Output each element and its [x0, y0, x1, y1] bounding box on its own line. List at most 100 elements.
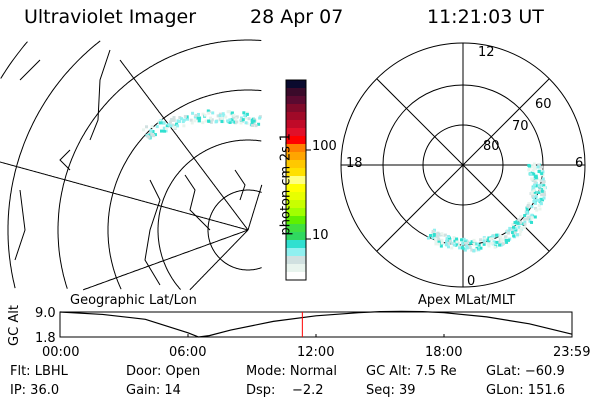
altitude-timeline — [59, 310, 573, 338]
emission-pixel — [221, 112, 225, 116]
emission-pixel — [531, 169, 535, 173]
emission-pixel — [540, 172, 544, 176]
seq-status: Seq: 39 — [366, 383, 416, 398]
emission-pixel — [472, 242, 476, 246]
emission-pixel — [230, 111, 234, 115]
emission-pixel — [461, 246, 465, 250]
emission-pixel — [442, 234, 446, 238]
emission-pixel — [252, 119, 256, 123]
emission-pixel — [533, 180, 537, 184]
emission-pixel — [516, 221, 520, 225]
filter-status: Flt: LBHL — [10, 364, 68, 379]
emission-pixel — [495, 233, 499, 237]
emission-pixel — [491, 234, 495, 238]
emission-pixel — [170, 117, 174, 121]
emission-pixel — [534, 167, 538, 171]
emission-pixel — [207, 119, 211, 123]
polar-panel-label: Apex MLat/MLT — [418, 293, 516, 308]
emission-pixel — [201, 112, 205, 116]
emission-pixel — [515, 233, 519, 237]
emission-pixel — [201, 121, 205, 125]
polar-plot — [340, 42, 586, 288]
colorbar-swatch — [286, 232, 306, 241]
xtick-6: 06:00 — [169, 345, 207, 360]
emission-pixel — [533, 190, 537, 194]
emission-pixel — [470, 240, 474, 244]
emission-pixel — [538, 188, 542, 192]
emission-pixel — [228, 118, 232, 122]
colorbar-swatch — [286, 120, 306, 129]
emission-pixel — [175, 122, 179, 126]
emission-pixel — [209, 116, 213, 120]
emission-pixel — [153, 133, 157, 137]
emission-pixel — [527, 215, 531, 219]
emission-pixel — [526, 217, 530, 221]
emission-pixel — [183, 114, 187, 118]
emission-pixel — [470, 248, 474, 252]
emission-pixel — [472, 238, 476, 242]
xtick-18: 18:00 — [425, 345, 463, 360]
altitude-line — [59, 310, 573, 338]
emission-pixel — [429, 234, 433, 238]
emission-pixel — [536, 184, 540, 188]
emission-pixel — [209, 120, 213, 124]
lat-label-70: 70 — [512, 119, 529, 134]
emission-pixel — [528, 219, 532, 223]
geographic-map — [0, 39, 263, 291]
emission-pixel — [447, 236, 451, 240]
emission-pixel — [464, 241, 468, 245]
emission-pixel — [469, 241, 473, 245]
colorbar-swatch — [286, 80, 306, 89]
mlt-label-0: 0 — [467, 274, 476, 289]
mode-status: Mode: Normal — [246, 364, 337, 379]
emission-pixel — [542, 184, 546, 188]
emission-pixel — [440, 241, 444, 245]
colorbar-swatch — [286, 256, 306, 265]
colorbar-swatch — [286, 96, 306, 105]
emission-pixel — [462, 237, 466, 241]
emission-pixel — [434, 234, 438, 238]
emission-pixel — [168, 120, 172, 124]
emission-pixel — [495, 240, 499, 244]
emission-pixel — [158, 119, 162, 123]
longitude-line — [119, 59, 249, 231]
emission-pixel — [536, 165, 540, 169]
emission-pixel — [540, 193, 544, 197]
longitude-line — [189, 229, 249, 291]
colorbar-swatch — [286, 184, 306, 193]
emission-pixel — [244, 116, 248, 120]
colorbar — [285, 79, 311, 281]
emission-pixel — [152, 134, 156, 138]
emission-pixel — [455, 237, 459, 241]
emission-pixel — [534, 184, 538, 188]
emission-pixel — [526, 204, 530, 208]
emission-pixel — [243, 114, 247, 118]
dsp-status: Dsp: −2.2 — [246, 383, 324, 398]
emission-pixel — [226, 110, 230, 114]
latitude-circle — [207, 189, 262, 271]
colorbar-tick-100: 100 — [312, 139, 337, 154]
emission-pixel — [539, 188, 543, 192]
timeline-ylabel: GC Alt — [6, 305, 22, 346]
emission-pixel — [530, 191, 534, 195]
emission-pixel — [436, 234, 440, 238]
ip-status: IP: 36.0 — [10, 383, 60, 398]
emission-pixel — [218, 118, 222, 122]
emission-pixel — [522, 225, 526, 229]
colorbar-label: photon cm-2s-1 — [278, 133, 294, 236]
emission-pixel — [173, 125, 177, 129]
emission-pixel — [436, 231, 440, 235]
emission-pixel — [211, 111, 215, 115]
emission-pixel — [479, 246, 483, 250]
emission-pixel — [437, 239, 441, 243]
emission-pixel — [220, 116, 224, 120]
emission-pixel — [513, 231, 517, 235]
emission-pixel — [169, 124, 173, 128]
emission-pixel — [519, 226, 523, 230]
colorbar-swatch — [286, 272, 306, 281]
emission-pixel — [232, 115, 236, 119]
emission-pixel — [453, 239, 457, 243]
emission-pixel — [512, 234, 516, 238]
emission-pixel — [479, 238, 483, 242]
